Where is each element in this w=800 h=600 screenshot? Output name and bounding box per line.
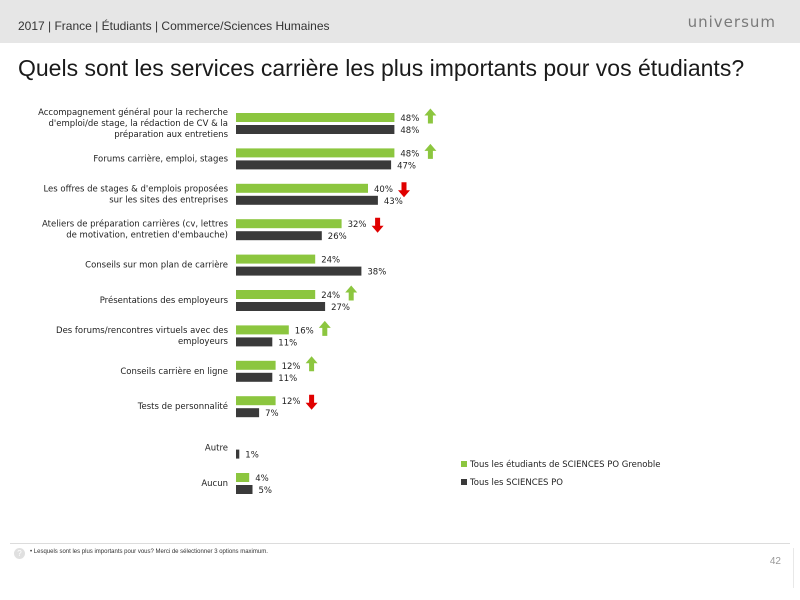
category-label: Conseils sur mon plan de carrière [85,260,228,271]
data-label: 48% [400,149,419,159]
legend-swatch [461,461,467,467]
category-label: Ateliers de préparation carrières (cv, l… [42,219,229,241]
trend-up-arrow-icon [345,285,358,301]
data-label: 47% [397,161,416,171]
bar-series-1 [236,183,368,193]
bar-series-1 [236,325,289,335]
bar-series-2 [236,449,240,459]
data-label: 40% [374,185,393,195]
page-number: 42 [769,556,781,567]
data-label: 26% [328,232,347,242]
header-bar: 2017 | France | Étudiants | Commerce/Sci… [0,0,800,43]
footer-divider [10,543,790,544]
bar-series-1 [236,473,250,482]
trend-up-arrow-icon [305,356,318,372]
trend-down-arrow-icon [398,182,410,198]
legend-label: Tous les SCIENCES PO [469,478,563,488]
bar-chart: Accompagnement général pour la recherche… [38,107,660,496]
category-label: Les offres de stages & d'emplois proposé… [43,183,228,205]
data-label: 4% [255,474,269,484]
category-label: Présentations des employeurs [100,295,229,306]
bar-series-2 [236,125,395,134]
data-label: 11% [278,374,297,384]
trend-up-arrow-icon [318,320,331,336]
data-label: 5% [259,486,273,496]
bar-series-1 [236,113,395,122]
bar-series-2 [236,485,253,494]
legend-swatch [461,479,467,485]
category-label: Autre [205,444,228,454]
trend-down-arrow-icon [371,217,384,233]
legend-label: Tous les étudiants de SCIENCES PO Grenob… [469,459,660,470]
bar-series-1 [236,219,342,229]
bar-series-2 [236,337,273,347]
bar-series-2 [236,408,260,418]
bar-series-2 [236,372,273,382]
trend-down-arrow-icon [305,394,318,410]
trend-up-arrow-icon [424,108,437,124]
data-label: 43% [384,197,403,207]
side-divider [793,548,794,588]
data-label: 16% [295,326,314,336]
data-label: 48% [400,126,419,136]
bar-series-2 [236,266,362,276]
trend-up-arrow-icon [424,143,437,159]
bar-series-1 [236,396,276,406]
breadcrumb: 2017 | France | Étudiants | Commerce/Sci… [18,19,330,33]
data-label: 12% [282,362,301,372]
footnote: • Lesquels sont les plus importants pour… [30,549,268,555]
data-label: 38% [367,268,386,278]
data-label: 24% [321,256,340,266]
data-label: 32% [348,220,367,230]
data-label: 11% [278,338,297,348]
data-label: 7% [265,409,279,419]
category-label: Conseils carrière en ligne [120,366,228,377]
data-label: 12% [282,397,301,407]
data-label: 24% [321,291,340,301]
bar-series-1 [236,148,395,158]
category-label: Forums carrière, emploi, stages [93,153,228,164]
bar-series-2 [236,160,392,170]
bar-series-1 [236,290,316,299]
page-title: Quels sont les services carrière les plu… [18,55,745,81]
category-label: Aucun [201,479,228,489]
question-icon: ? [14,548,25,559]
category-label: Tests de personnalité [137,401,228,412]
category-label: Des forums/rencontres virtuels avec des e… [56,326,229,347]
category-label: Accompagnement général pour la recherche… [38,107,229,140]
universum-logo: universum [687,13,776,31]
data-label: 27% [331,303,350,313]
bar-series-2 [236,231,322,241]
bar-series-1 [236,360,276,370]
bar-series-2 [236,302,326,311]
bar-series-2 [236,195,378,205]
data-label: 1% [245,451,258,461]
bar-series-1 [236,254,316,264]
data-label: 48% [400,114,419,124]
